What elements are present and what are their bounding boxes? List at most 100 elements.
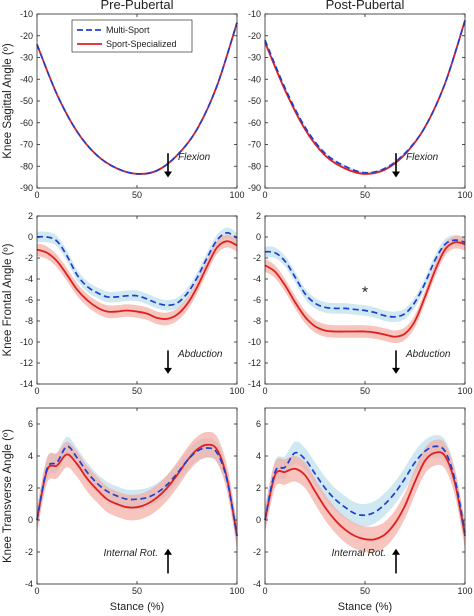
legend: Multi-Sport Sport-Specialized <box>71 19 193 53</box>
multi-sport-confidence-band <box>37 227 237 311</box>
y-tick-label: -4 <box>25 274 33 284</box>
y-tick-label: 2 <box>256 211 261 221</box>
y-tick-label: 4 <box>256 451 261 461</box>
direction-annotation: Flexion <box>178 152 211 163</box>
y-tick-label: -8 <box>253 316 261 326</box>
y-tick-label: -30 <box>248 53 261 63</box>
x-axis-label: Stance (%) <box>110 601 164 613</box>
y-tick-label: 0 <box>28 232 33 242</box>
sport-specialized-line <box>264 241 466 338</box>
arrow-down-icon <box>392 153 400 178</box>
sport-specialized-line <box>264 451 466 541</box>
y-tick-label: -20 <box>20 31 33 41</box>
x-tick-label: 50 <box>360 386 370 396</box>
x-axis-label: Stance (%) <box>338 601 392 613</box>
sport-specialized-line <box>36 443 238 537</box>
y-tick-label: -8 <box>25 316 33 326</box>
y-tick-label: -2 <box>25 253 33 263</box>
y-tick-label: -2 <box>25 547 33 557</box>
sport-specialized-confidence-band <box>265 439 465 553</box>
y-tick-label: -4 <box>253 579 261 589</box>
y-axis-label: Knee Sagittal Angle (º) <box>2 43 14 159</box>
column-title: Post-Pubertal <box>326 0 405 12</box>
y-tick-label: -6 <box>25 295 33 305</box>
x-tick-label: 100 <box>457 190 472 200</box>
x-tick-label: 0 <box>262 190 267 200</box>
y-tick-label: -50 <box>248 96 261 106</box>
y-axis-label: Knee Frontal Angle (º) <box>2 243 14 356</box>
y-tick-label: -14 <box>20 379 33 389</box>
y-tick-label: -10 <box>20 9 33 19</box>
y-tick-label: -14 <box>248 379 261 389</box>
y-tick-label: -50 <box>20 96 33 106</box>
y-tick-label: -4 <box>253 274 261 284</box>
x-tick-label: 0 <box>34 190 39 200</box>
y-tick-label: 6 <box>28 419 33 429</box>
y-tick-label: 2 <box>28 483 33 493</box>
y-axis-label: Knee Transverse Angle (º) <box>2 429 14 563</box>
y-tick-label: -10 <box>20 337 33 347</box>
chart-panel-2: -10 -20 -30 -40 -50 -60 -70 -80 -900 50 100 Post-Pu… <box>248 0 473 200</box>
y-tick-label: -60 <box>20 118 33 128</box>
y-tick-label: -70 <box>248 140 261 150</box>
multi-sport-line <box>264 445 466 533</box>
y-tick-label: -12 <box>248 358 261 368</box>
y-tick-label: -6 <box>253 295 261 305</box>
multi-sport-confidence-band <box>265 19 465 175</box>
y-tick-label: -30 <box>20 53 33 63</box>
direction-annotation: Abduction <box>177 349 223 360</box>
y-tick-label: -40 <box>20 74 33 84</box>
x-tick-label: 100 <box>457 586 472 596</box>
multi-sport-line <box>36 445 238 537</box>
multi-sport-line <box>36 22 238 175</box>
y-tick-label: -80 <box>248 161 261 171</box>
sport-specialized-line <box>264 20 466 175</box>
y-tick-label: 0 <box>256 232 261 242</box>
y-tick-label: 2 <box>256 483 261 493</box>
arrow-up-icon <box>392 548 400 574</box>
x-tick-label: 50 <box>132 586 142 596</box>
y-tick-label: -4 <box>25 579 33 589</box>
y-tick-label: 0 <box>256 515 261 525</box>
direction-annotation: Abduction <box>405 349 451 360</box>
y-tick-label: -10 <box>248 337 261 347</box>
y-tick-label: -20 <box>248 31 261 41</box>
x-tick-label: 100 <box>229 386 244 396</box>
multi-sport-confidence-band <box>265 234 465 323</box>
x-tick-label: 50 <box>360 586 370 596</box>
y-tick-label: -90 <box>20 183 33 193</box>
sport-specialized-confidence-band <box>265 235 465 344</box>
direction-annotation: Internal Rot. <box>104 548 158 559</box>
y-tick-label: 0 <box>28 515 33 525</box>
x-tick-label: 0 <box>34 586 39 596</box>
x-tick-label: 50 <box>132 386 142 396</box>
significance-marker: * <box>362 285 368 302</box>
y-tick-label: -80 <box>20 161 33 171</box>
direction-annotation: Flexion <box>406 152 439 163</box>
chart-panel-1: -10 -20 -30 -40 -50 -60 -70 -80 -900 50 100 Pre-Pub… <box>2 0 245 200</box>
y-tick-label: -90 <box>248 183 261 193</box>
y-tick-label: -10 <box>248 9 261 19</box>
multi-sport-line <box>36 231 238 307</box>
x-tick-label: 100 <box>229 190 244 200</box>
arrow-down-icon <box>392 350 400 374</box>
y-tick-label: 6 <box>256 419 261 429</box>
legend-label-multi-sport: Multi-Sport <box>106 25 150 35</box>
arrow-up-icon <box>164 548 172 574</box>
x-tick-label: 50 <box>132 190 142 200</box>
y-tick-label: -60 <box>248 118 261 128</box>
x-tick-label: 100 <box>457 386 472 396</box>
multi-sport-line <box>264 20 466 174</box>
x-tick-label: 0 <box>262 386 267 396</box>
y-tick-label: -2 <box>253 547 261 557</box>
x-tick-label: 0 <box>262 586 267 596</box>
y-tick-label: -70 <box>20 140 33 150</box>
sport-specialized-line <box>36 240 238 320</box>
multi-sport-line <box>264 239 466 318</box>
arrow-down-icon <box>164 153 172 178</box>
y-tick-label: 4 <box>28 451 33 461</box>
